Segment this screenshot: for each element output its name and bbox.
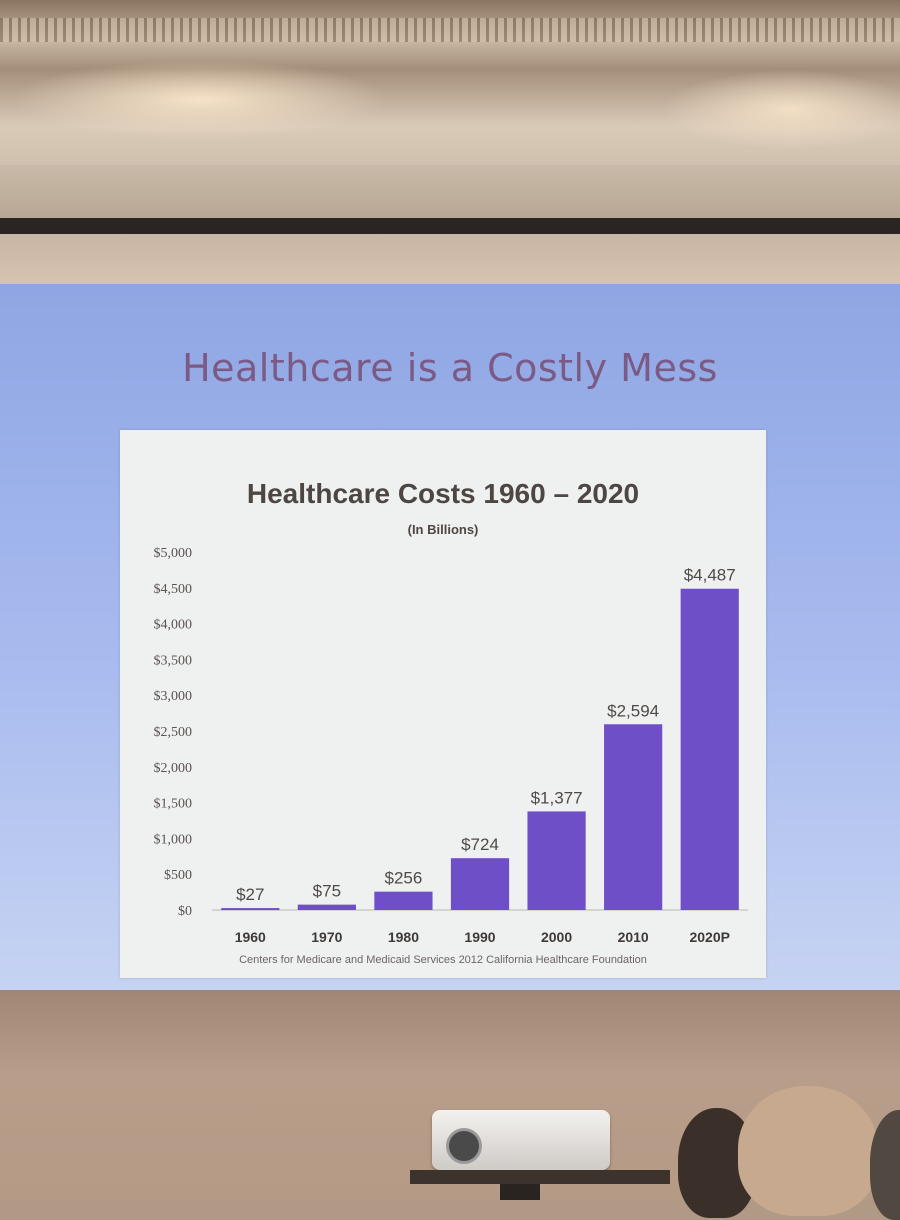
bar [374, 891, 433, 910]
ceiling [0, 0, 900, 230]
data-label: $724 [461, 835, 499, 854]
y-tick-label: $3,500 [154, 653, 193, 668]
x-tick-label: 2020P [689, 929, 729, 945]
y-tick-label: $4,000 [154, 618, 193, 633]
y-tick-label: $0 [178, 904, 192, 919]
data-label: $4,487 [684, 566, 736, 585]
y-tick-label: $2,500 [154, 725, 193, 740]
chart-source-note: Centers for Medicare and Medicaid Servic… [239, 954, 647, 966]
bar [297, 904, 356, 910]
data-label: $75 [313, 882, 341, 901]
y-tick-label: $1,500 [154, 797, 193, 812]
x-tick-label: 1970 [311, 929, 342, 945]
projected-slide: Healthcare is a Costly Mess $0 $500 $1,000… [0, 284, 900, 990]
x-tick-label: 2010 [618, 929, 649, 945]
x-tick-label: 1990 [464, 929, 495, 945]
bar [680, 588, 739, 910]
bar [450, 858, 510, 910]
data-label: $1,377 [531, 788, 583, 807]
projector [432, 1110, 610, 1170]
chart-panel: $0 $500 $1,000 $1,500 $2,000 $2,500 $3,000 $3,5… [120, 430, 766, 978]
data-label: $256 [385, 869, 423, 888]
x-tick-label: 1980 [388, 929, 419, 945]
y-tick-label: $500 [164, 868, 192, 883]
ceiling-light-left [10, 60, 390, 140]
ceiling-light-right [660, 70, 900, 150]
bar [527, 811, 586, 910]
data-label: $2,594 [607, 701, 659, 720]
projector-cart-leg [500, 1184, 540, 1200]
ceiling-molding [0, 18, 900, 42]
projector-cart [410, 1170, 670, 1184]
y-tick-label: $5,000 [154, 546, 193, 561]
slide-title: Healthcare is a Costly Mess [182, 346, 718, 390]
data-label: $27 [236, 885, 264, 904]
y-tick-label: $2,000 [154, 761, 193, 776]
bar [604, 724, 663, 910]
x-tick-label: 1960 [235, 929, 266, 945]
chart-subtitle: (In Billions) [407, 522, 479, 537]
bar [221, 908, 280, 911]
x-tick-label: 2000 [541, 929, 572, 945]
bar-chart: $0 $500 $1,000 $1,500 $2,000 $2,500 $3,000 $3,5… [154, 546, 748, 945]
chart-title: Healthcare Costs 1960 – 2020 [246, 478, 640, 509]
screen-top-border [0, 234, 900, 284]
y-tick-label: $4,500 [154, 582, 193, 597]
y-tick-label: $1,000 [154, 832, 193, 847]
audience-head [738, 1086, 878, 1216]
ceiling-soffit [0, 165, 900, 220]
projector-lens [446, 1128, 482, 1164]
y-tick-label: $3,000 [154, 689, 193, 704]
screen-housing [0, 218, 900, 234]
